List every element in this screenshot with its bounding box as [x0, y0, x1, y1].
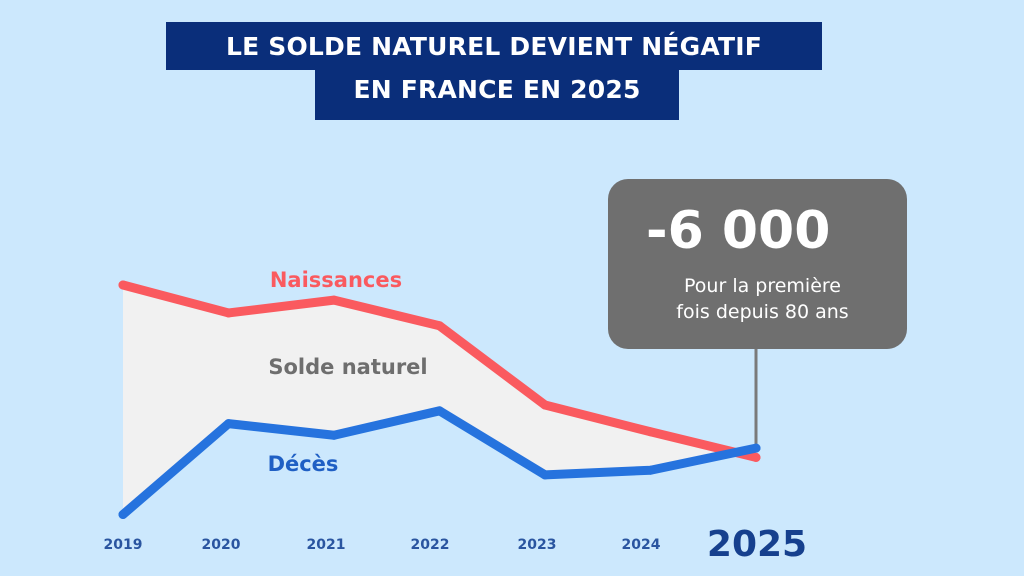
data-point-naissances-2019 — [118, 280, 128, 290]
x-tick-label-2022: 2022 — [411, 537, 450, 553]
callout-text-line-1: Pour la première — [684, 275, 841, 297]
solde-naturel-area — [123, 285, 756, 515]
data-point-deces-2024 — [646, 465, 655, 475]
data-point-naissances-2022 — [435, 321, 444, 331]
data-point-naissances-2023 — [540, 400, 550, 410]
data-point-naissances-2020 — [224, 308, 233, 318]
data-point-deces-2022 — [435, 406, 444, 416]
area-label-solde-naturel: Solde naturel — [268, 355, 427, 379]
x-tick-label-2021: 2021 — [307, 537, 346, 553]
data-point-deces-2023 — [540, 470, 550, 480]
data-point-deces-2025 — [751, 443, 761, 453]
data-point-naissances-2024 — [646, 427, 655, 437]
callout-value: -6 000 — [646, 201, 831, 261]
series-label-deces: Décès — [268, 452, 339, 476]
x-tick-label-2020: 2020 — [202, 537, 241, 553]
title-line-1: LE SOLDE NATUREL DEVIENT NÉGATIF — [166, 22, 822, 70]
annotation-callout: -6 000 Pour la première fois depuis 80 a… — [608, 179, 907, 349]
x-tick-label-2023: 2023 — [518, 537, 557, 553]
x-tick-label-2025: 2025 — [707, 524, 807, 565]
data-point-deces-2021 — [329, 430, 339, 440]
x-tick-label-2024: 2024 — [622, 537, 661, 553]
title-line-2: EN FRANCE EN 2025 — [315, 68, 679, 120]
data-point-naissances-2025 — [751, 452, 761, 462]
data-point-deces-2019 — [118, 510, 128, 520]
series-label-naissances: Naissances — [270, 268, 402, 292]
x-tick-label-2019: 2019 — [104, 537, 143, 553]
data-point-naissances-2021 — [329, 295, 339, 305]
data-point-deces-2020 — [224, 419, 233, 429]
callout-text-line-2: fois depuis 80 ans — [676, 301, 849, 323]
callout-text: Pour la première fois depuis 80 ans — [608, 273, 907, 325]
